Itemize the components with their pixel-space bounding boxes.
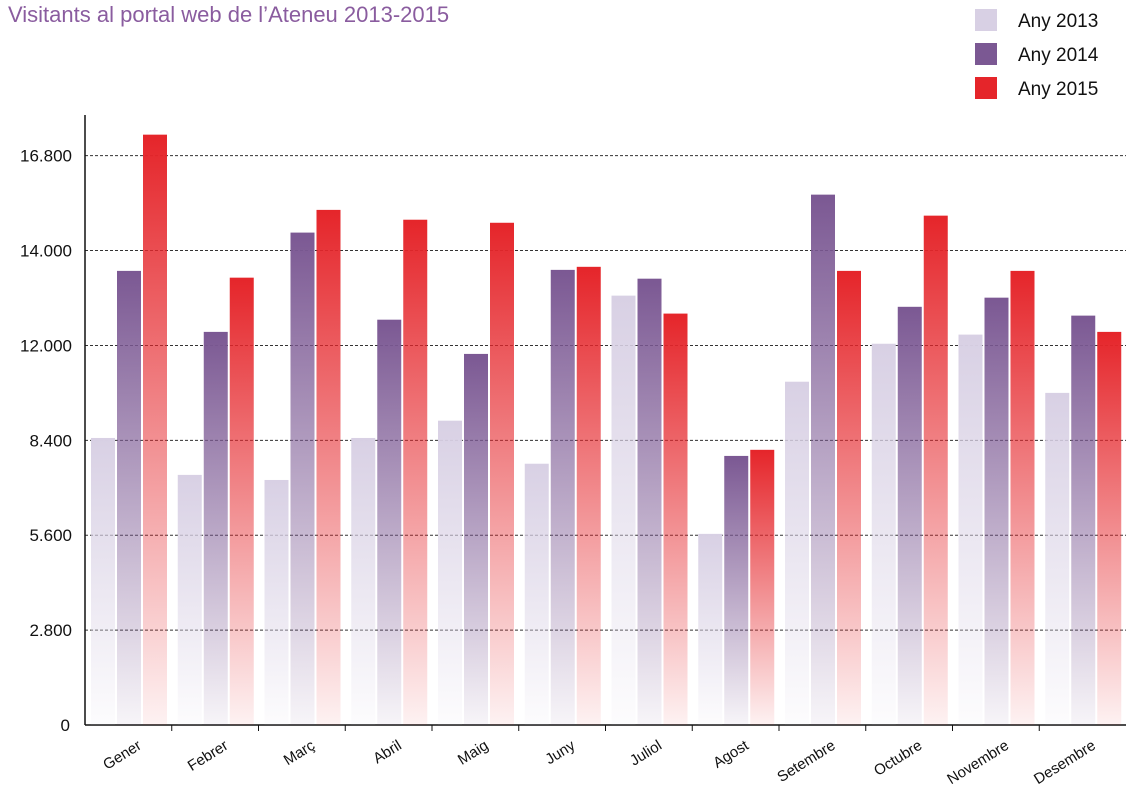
legend-label: Any 2014 [1018,45,1099,66]
bar [1097,331,1122,725]
x-tick-label: Agost [710,737,752,772]
bar [923,215,948,725]
bar [143,134,167,726]
bar [958,334,983,725]
x-tick-label: Maig [455,737,492,769]
x-tick-label: Març [281,737,319,769]
bar [438,420,462,725]
x-tick-label: Abril [370,737,404,767]
y-tick-label: 0 [61,716,70,735]
legend-label: Any 2015 [1018,79,1098,100]
bar [316,209,341,725]
y-tick-label: 2.800 [29,621,72,640]
bar [290,232,315,725]
x-tick-label: Novembre [944,737,1012,788]
chart-title: Visitants al portal web de l’Ateneu 2013… [8,2,449,27]
legend-swatch [975,43,997,65]
x-tick-label: Febrer [185,737,231,775]
bar [117,270,141,725]
bar [91,437,115,725]
x-tick-label: Setembre [774,737,838,786]
legend-label: Any 2013 [1018,11,1098,32]
bar [550,269,575,725]
bar [1071,315,1096,725]
bar [897,306,922,725]
bar [698,533,723,725]
bar [611,295,636,725]
bar [663,313,688,725]
bar [1010,270,1035,725]
x-tick-label: Juny [542,737,578,768]
bar [264,479,289,725]
bar [377,319,402,725]
bar [724,455,749,725]
bar [984,297,1009,725]
bar [871,343,896,725]
bar [750,449,775,725]
bar [351,437,376,725]
bar [576,266,601,725]
bar [464,353,488,725]
y-tick-label: 12.000 [20,336,72,355]
x-tick-label: Juliol [627,737,665,770]
x-tick-label: Gener [100,737,144,774]
y-tick-label: 14.000 [20,242,72,261]
x-tick-label: Desembre [1031,737,1099,788]
y-tick-label: 5.600 [29,526,72,545]
y-tick-label: 8.400 [29,431,72,450]
legend-swatch [975,9,997,31]
bar [203,331,228,725]
bar [1045,392,1070,725]
bar [403,219,428,725]
legend-swatch [975,77,997,99]
bar [785,381,809,725]
bar [811,194,835,725]
bar [837,270,861,725]
bar [637,278,662,725]
bar [177,474,202,725]
bar [524,463,549,725]
y-tick-label: 16.800 [20,147,72,166]
x-tick-label: Octubre [871,737,925,780]
bar [229,277,254,725]
bar [490,222,514,725]
